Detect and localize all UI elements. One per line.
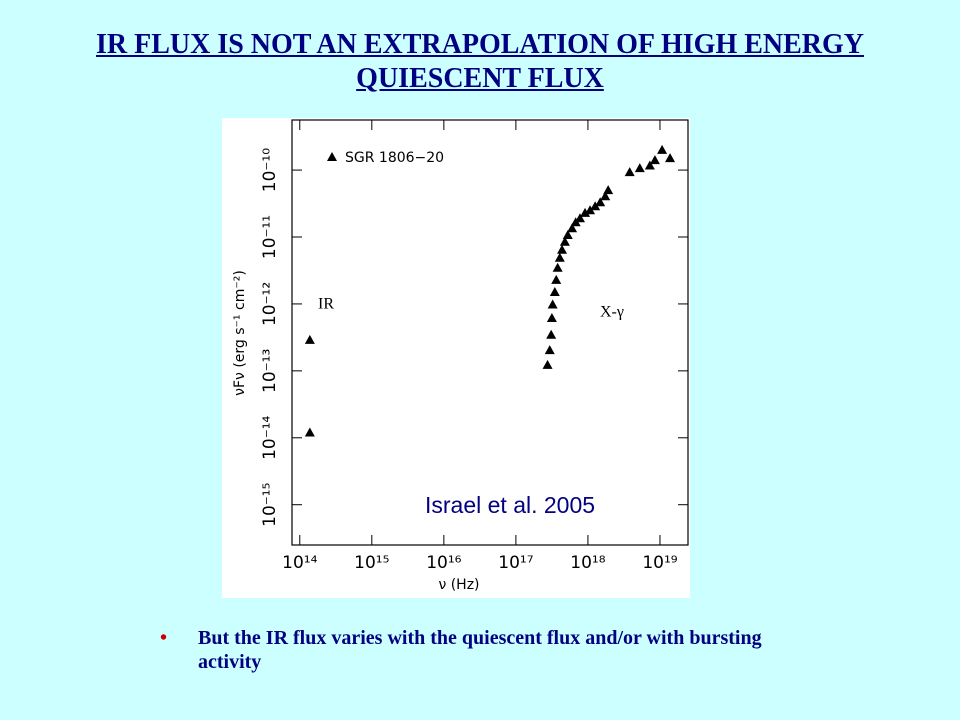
point — [665, 153, 676, 163]
point — [547, 299, 558, 309]
x-tick-label: 10¹⁹ — [642, 553, 677, 573]
point — [595, 197, 606, 207]
y-tick-label: 10⁻¹⁵ — [260, 483, 280, 527]
point — [557, 244, 568, 254]
point — [567, 223, 578, 233]
x-axis-label: ν (Hz) — [438, 577, 479, 593]
x-tick-label: 10¹⁷ — [498, 553, 533, 573]
bullet: But the IR flux varies with the quiescen… — [160, 626, 800, 674]
x-tick-label: 10¹⁸ — [570, 553, 605, 573]
y-tick-label: 10⁻¹⁴ — [260, 415, 280, 459]
point — [549, 286, 560, 296]
point — [551, 274, 562, 284]
point — [304, 334, 315, 344]
x-tick-label: 10¹⁴ — [282, 553, 317, 573]
y-tick-label: 10⁻¹⁰ — [260, 148, 280, 192]
legend-marker — [327, 152, 337, 161]
y-tick-label: 10⁻¹² — [260, 282, 280, 326]
annotation: X-γ — [600, 304, 624, 321]
point — [559, 236, 570, 246]
point — [590, 201, 601, 211]
point — [562, 230, 573, 240]
chart: ν (Hz) νFν (erg s⁻¹ cm⁻²) IR X-γ Israel … — [222, 118, 690, 598]
point — [552, 262, 563, 272]
y-tick-label: 10⁻¹¹ — [260, 215, 280, 259]
plot-frame — [291, 119, 689, 546]
point — [644, 160, 655, 170]
point — [585, 205, 596, 215]
point — [603, 185, 614, 195]
point — [649, 155, 660, 165]
point — [657, 144, 668, 154]
point — [624, 167, 635, 177]
point — [542, 359, 553, 369]
point — [600, 191, 611, 201]
y-axis-label: νFν (erg s⁻¹ cm⁻²) — [232, 270, 248, 396]
legend-label: SGR 1806−20 — [345, 150, 444, 166]
point — [580, 207, 591, 217]
annotation: IR — [318, 296, 334, 313]
point — [546, 329, 557, 339]
y-tick-label: 10⁻¹³ — [260, 349, 280, 393]
point — [304, 427, 315, 437]
annotation: Israel et al. 2005 — [425, 492, 595, 518]
point — [634, 163, 645, 173]
point — [546, 312, 557, 322]
x-tick-label: 10¹⁵ — [354, 553, 389, 573]
bullet-list: But the IR flux varies with the quiescen… — [160, 626, 800, 674]
x-tick-label: 10¹⁶ — [426, 553, 461, 573]
point — [554, 252, 565, 262]
point — [544, 345, 555, 355]
point — [574, 213, 585, 223]
slide-title: IR FLUX IS NOT AN EXTRAPOLATION OF HIGH … — [95, 29, 865, 94]
